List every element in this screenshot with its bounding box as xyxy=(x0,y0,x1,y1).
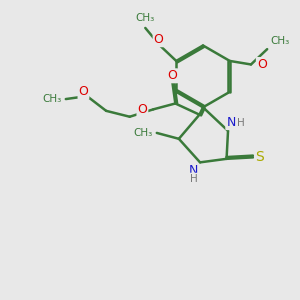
Text: O: O xyxy=(154,33,164,46)
Text: N: N xyxy=(189,164,198,177)
Text: CH₃: CH₃ xyxy=(42,94,62,104)
Text: O: O xyxy=(137,103,147,116)
Text: CH₃: CH₃ xyxy=(271,36,290,46)
Text: O: O xyxy=(257,58,267,71)
Text: H: H xyxy=(190,174,197,184)
Text: H: H xyxy=(236,118,244,128)
Text: O: O xyxy=(79,85,88,98)
Text: CH₃: CH₃ xyxy=(133,128,152,138)
Text: O: O xyxy=(167,69,177,82)
Text: S: S xyxy=(255,150,264,164)
Text: CH₃: CH₃ xyxy=(136,13,155,23)
Text: N: N xyxy=(226,116,236,129)
